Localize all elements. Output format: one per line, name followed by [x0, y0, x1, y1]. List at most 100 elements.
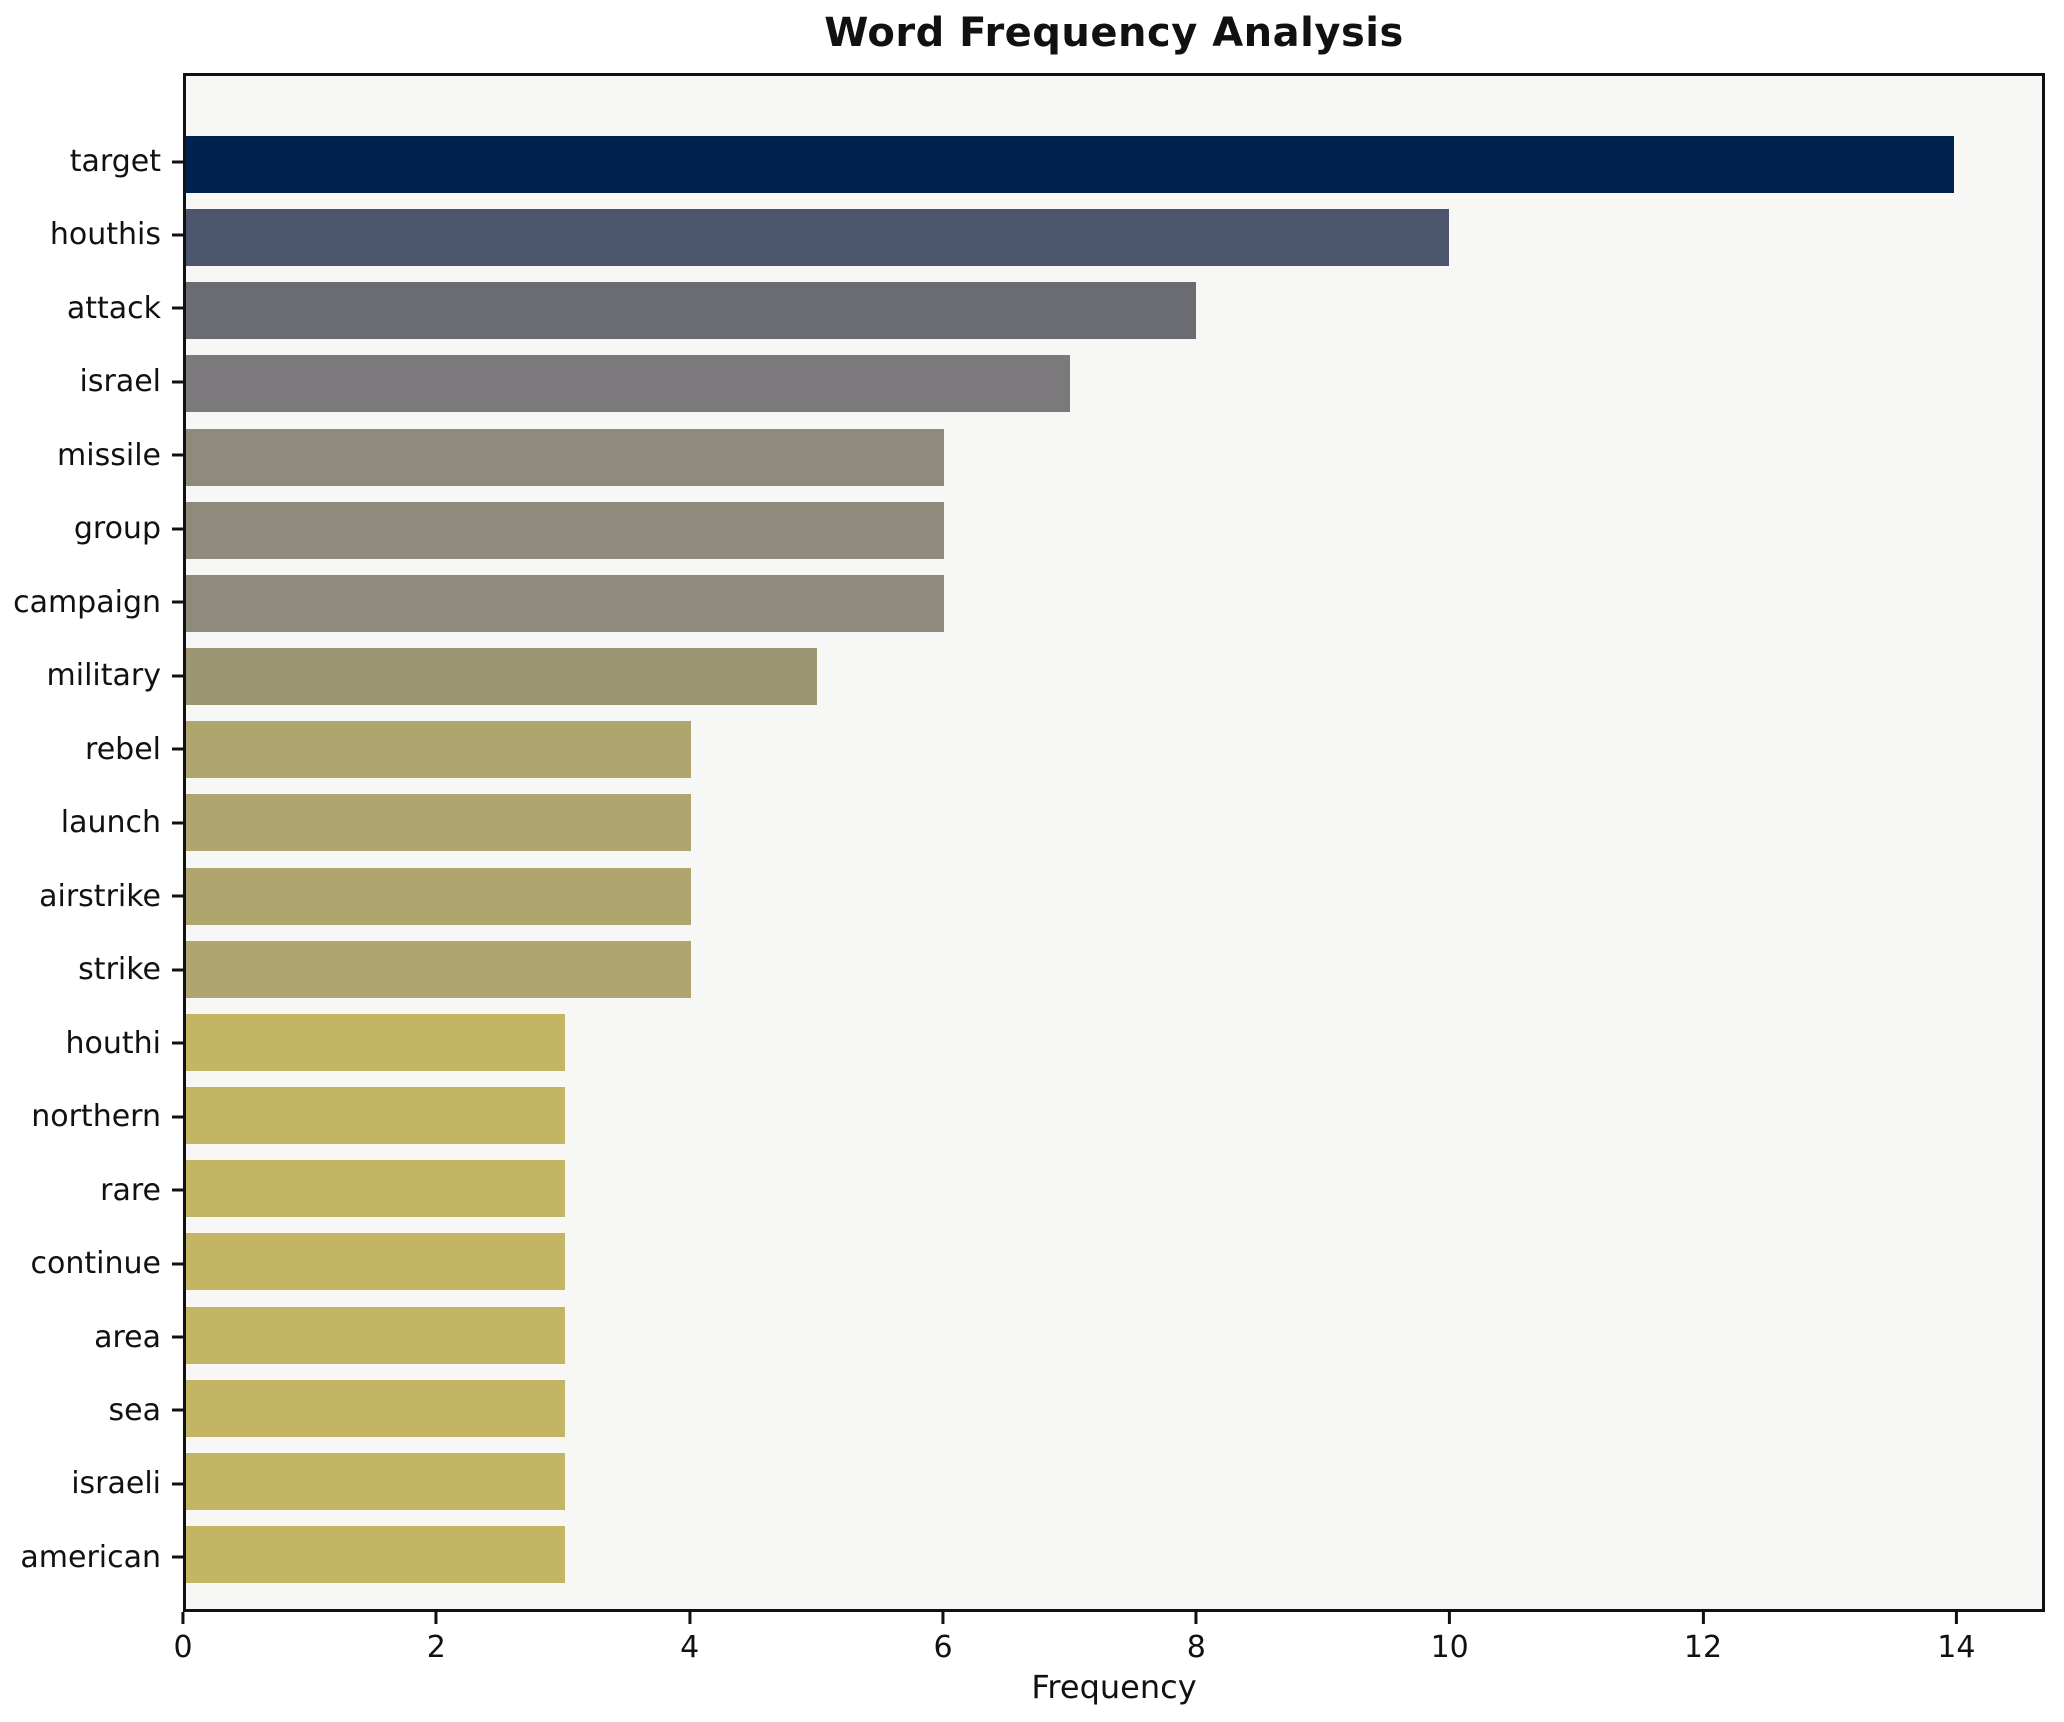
y-tick-mark [172, 1115, 183, 1119]
bar-attack [186, 282, 1197, 340]
y-tick-mark [172, 306, 183, 310]
y-tick-rebel: rebel [0, 721, 183, 778]
y-tick-label: missile [57, 437, 161, 473]
y-tick-houthis: houthis [0, 206, 183, 263]
bar-israeli [186, 1452, 565, 1510]
y-tick-mark [172, 674, 183, 678]
y-tick-missile: missile [0, 427, 183, 484]
bar-row [186, 648, 2042, 706]
y-tick-group: group [0, 500, 183, 557]
plot-area [183, 73, 2045, 1612]
y-tick-strike: strike [0, 941, 183, 998]
y-tick-label: houthi [65, 1025, 162, 1061]
y-tick-mark [172, 1482, 183, 1486]
x-tick-label: 0 [173, 1630, 193, 1665]
y-tick-campaign: campaign [0, 574, 183, 631]
y-tick-label: launch [60, 805, 161, 841]
y-tick-label: sea [108, 1392, 161, 1428]
y-tick-mark [172, 1335, 183, 1339]
bar-row [186, 574, 2042, 632]
y-tick-label: area [94, 1319, 161, 1355]
x-tick-label: 2 [426, 1630, 446, 1665]
y-tick-mark [172, 160, 183, 163]
x-tick-2: 2 [427, 1612, 446, 1665]
bar-area [186, 1306, 565, 1364]
x-tick-mark [1194, 1612, 1198, 1624]
y-tick-mark [172, 527, 183, 531]
y-tick-israel: israel [0, 353, 183, 410]
bar-continue [186, 1233, 565, 1291]
y-tick-military: military [0, 647, 183, 704]
bar-row [186, 1452, 2042, 1510]
y-tick-mark [172, 1262, 183, 1266]
bar-launch [186, 794, 692, 852]
bar-sea [186, 1379, 565, 1437]
x-tick-label: 6 [933, 1630, 953, 1665]
y-tick-area: area [0, 1309, 183, 1366]
bar-row [186, 1233, 2042, 1291]
bar-row [186, 1160, 2042, 1218]
bar-row [186, 355, 2042, 413]
bar-missile [186, 428, 944, 486]
x-tick-8: 8 [1187, 1612, 1206, 1665]
bar-row [186, 1525, 2042, 1583]
bar-target [186, 136, 1954, 193]
x-tick-label: 12 [1683, 1630, 1723, 1665]
y-tick-mark [172, 821, 183, 825]
bar-strike [186, 940, 692, 998]
x-tick-mark [434, 1612, 438, 1624]
y-tick-mark [172, 894, 183, 898]
y-tick-airstrike: airstrike [0, 868, 183, 925]
x-tick-label: 8 [1186, 1630, 1206, 1665]
x-tick-label: 10 [1430, 1630, 1469, 1665]
y-tick-mark [172, 1041, 183, 1045]
chart-title: Word Frequency Analysis [824, 10, 1404, 56]
bar-northern [186, 1087, 565, 1145]
y-tick-launch: launch [0, 794, 183, 851]
x-tick-mark [1954, 1612, 1958, 1624]
y-tick-continue: continue [0, 1235, 183, 1292]
y-tick-label: target [69, 144, 161, 179]
y-tick-label: israeli [71, 1466, 161, 1502]
y-tick-mark [172, 453, 183, 457]
bar-row [186, 136, 2042, 193]
bar-israel [186, 355, 1070, 413]
x-axis-title: Frequency [1031, 1668, 1197, 1706]
bar-row [186, 1013, 2042, 1071]
y-tick-northern: northern [0, 1088, 183, 1145]
y-tick-label: strike [78, 952, 161, 988]
y-tick-sea: sea [0, 1382, 183, 1439]
bar-rare [186, 1160, 565, 1218]
bar-row [186, 1379, 2042, 1437]
y-tick-mark [172, 968, 183, 972]
bar-row [186, 209, 2042, 267]
y-tick-rare: rare [0, 1162, 183, 1219]
y-tick-label: northern [31, 1099, 161, 1135]
x-tick-10: 10 [1431, 1612, 1469, 1665]
bar-houthi [186, 1013, 565, 1071]
x-tick-mark [941, 1612, 945, 1624]
bar-group [186, 501, 944, 559]
bar-airstrike [186, 867, 692, 925]
y-tick-mark [172, 233, 183, 237]
y-tick-attack: attack [0, 280, 183, 337]
bar-row [186, 1306, 2042, 1364]
y-tick-mark [172, 600, 183, 604]
bar-row [186, 1087, 2042, 1145]
y-tick-label: military [46, 658, 161, 694]
bar-campaign [186, 574, 944, 632]
bar-military [186, 648, 818, 706]
y-tick-mark [172, 1555, 183, 1559]
x-tick-mark [1701, 1612, 1705, 1624]
bar-row [186, 940, 2042, 998]
x-tick-label: 14 [1937, 1630, 1976, 1665]
y-tick-mark [172, 1188, 183, 1192]
x-axis: 0 2 4 6 8 10 12 14 [173, 1612, 2045, 1682]
x-tick-4: 4 [680, 1612, 699, 1665]
y-tick-american: american [0, 1529, 183, 1586]
x-tick-mark [688, 1612, 692, 1624]
bar-row [186, 721, 2042, 779]
bar-row [186, 282, 2042, 340]
bar-rebel [186, 721, 692, 779]
x-tick-label: 4 [680, 1630, 700, 1665]
